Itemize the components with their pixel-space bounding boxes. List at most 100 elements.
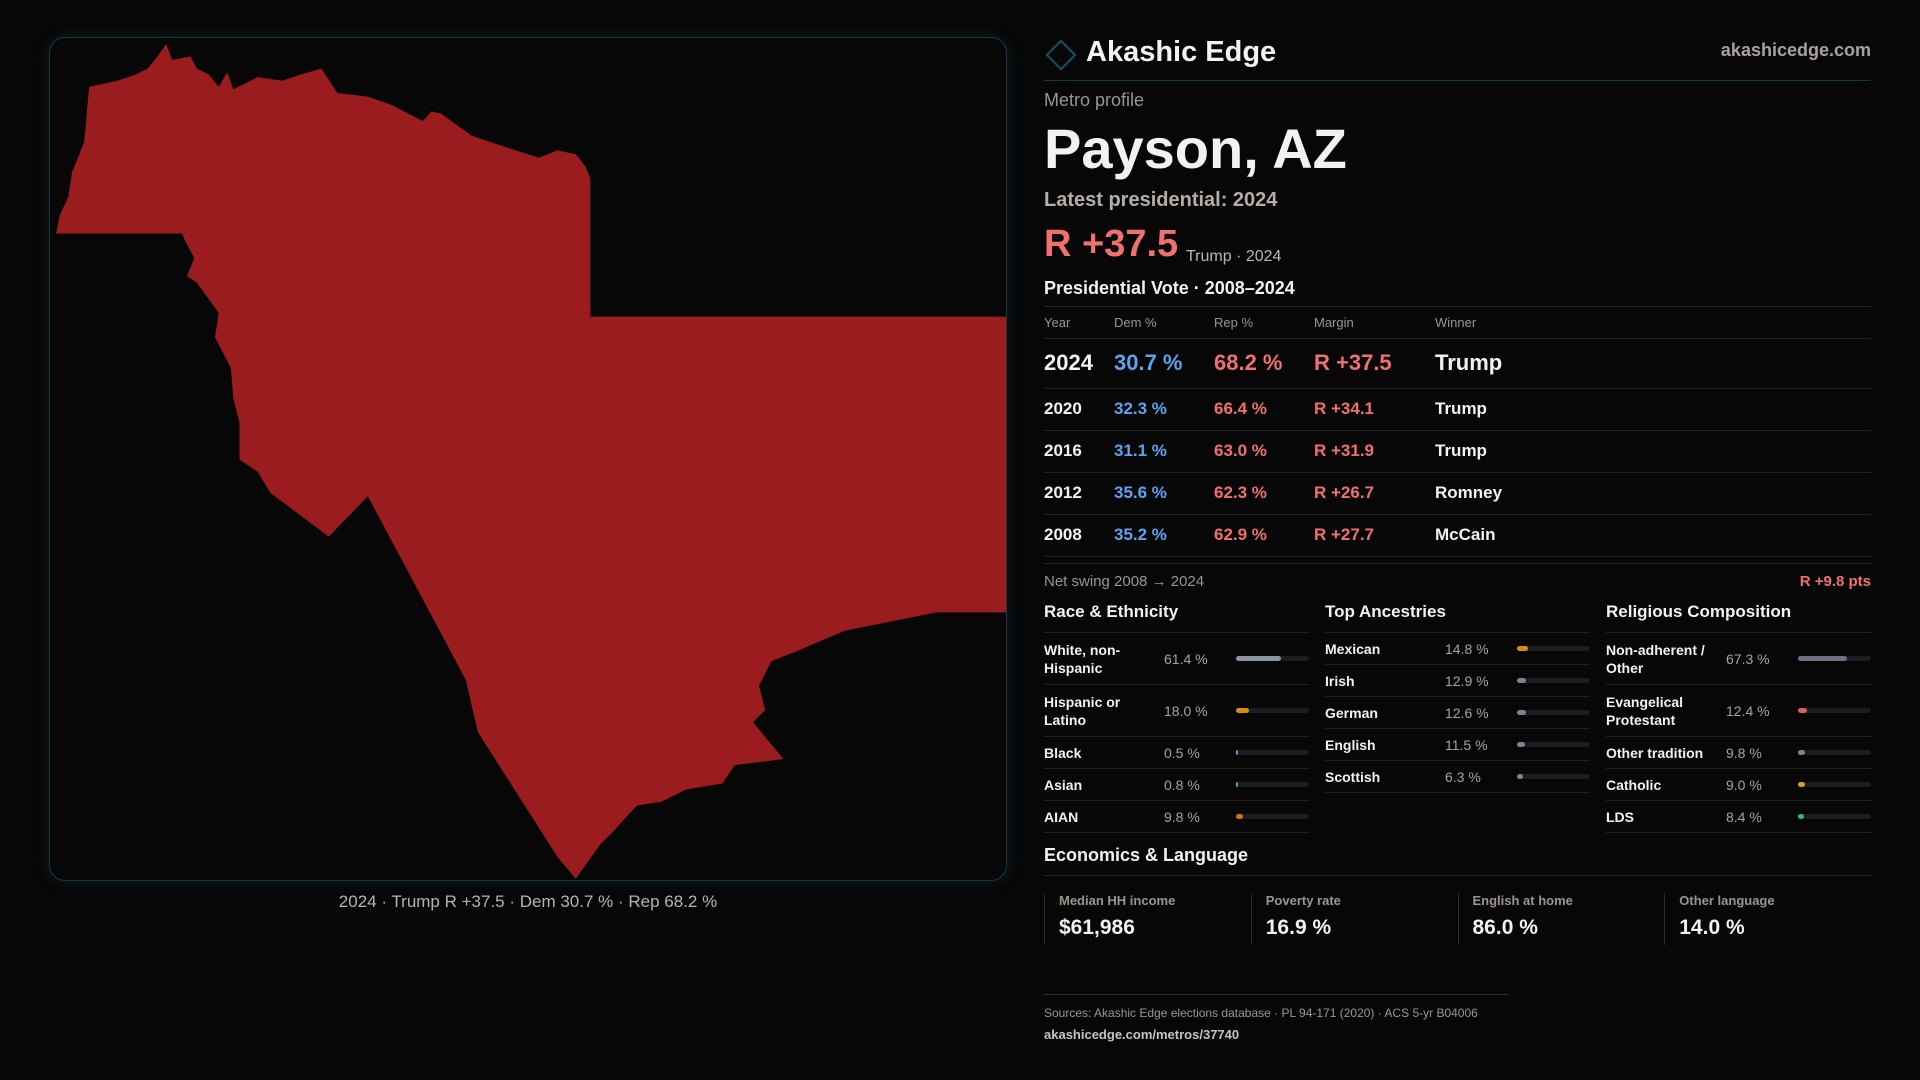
- cell-margin: R +27.7: [1314, 514, 1435, 557]
- stat-bar-fill: [1798, 782, 1805, 787]
- stat-row: Non-adherent / Other 67.3 %: [1606, 633, 1871, 685]
- site-link[interactable]: akashicedge.com: [1720, 40, 1871, 60]
- col-header: Winner: [1435, 307, 1871, 339]
- stat-row: Evangelical Protestant 12.4 %: [1606, 685, 1871, 737]
- cell-dem: 32.3 %: [1114, 388, 1214, 431]
- stat-row: White, non-Hispanic 61.4 %: [1044, 633, 1309, 685]
- page-title: Payson, AZ: [1044, 117, 1347, 180]
- metro-map[interactable]: [49, 37, 1007, 881]
- stat-label: German: [1325, 704, 1378, 721]
- vote-row: 2024 30.7 % 68.2 % R +37.5 Trump: [1044, 338, 1871, 389]
- economics-cards: Median HH income $61,986 Poverty rate 16.9 …: [1044, 893, 1871, 945]
- vote-table: Year Dem % Rep % Margin Winner 2024 30.7 …: [1044, 307, 1871, 557]
- stat-bar-fill: [1236, 656, 1281, 661]
- divider: [1044, 563, 1871, 564]
- footer-divider: [1044, 994, 1508, 995]
- vote-row: 2012 35.6 % 62.3 % R +26.7 Romney: [1044, 472, 1871, 515]
- stat-card: English at home 86.0 %: [1457, 893, 1665, 945]
- stat-label: Evangelical Protestant: [1606, 693, 1684, 728]
- cell-margin: R +34.1: [1314, 388, 1435, 431]
- stat-bar-fill: [1517, 742, 1526, 747]
- stat-label: English: [1325, 736, 1376, 753]
- stat-label: Catholic: [1606, 776, 1662, 793]
- map-caption: 2024 · Trump R +37.5 · Dem 30.7 % · Rep …: [338, 892, 718, 911]
- stat-bar: [1517, 710, 1590, 715]
- economics-heading: Economics & Language: [1044, 845, 1249, 865]
- stat-label: Other tradition: [1606, 744, 1704, 761]
- stat-bar: [1236, 708, 1309, 713]
- cell-winner: McCain: [1435, 514, 1871, 557]
- cell-dem: 30.7 %: [1114, 338, 1214, 389]
- cell-rep: 63.0 %: [1214, 430, 1314, 473]
- eyebrow: Metro profile: [1044, 90, 1145, 110]
- stat-bar-fill: [1798, 814, 1805, 819]
- stat-bar-fill: [1236, 782, 1238, 787]
- section-heading: Top Ancestries: [1325, 602, 1590, 633]
- stat-value: 61.4 %: [1164, 650, 1208, 667]
- permalink[interactable]: akashicedge.com/metros/37740: [1044, 1027, 1240, 1042]
- card-value: 16.9 %: [1265, 916, 1332, 939]
- stat-label: Asian: [1044, 776, 1083, 793]
- col-header: Margin: [1314, 307, 1435, 339]
- net-swing-label: Net swing 2008 → 2024: [1044, 573, 1205, 590]
- stat-bar: [1798, 750, 1871, 755]
- stat-bar-fill: [1798, 708, 1808, 713]
- section-heading: Religious Composition: [1606, 602, 1871, 633]
- cell-dem: 31.1 %: [1114, 430, 1214, 473]
- stat-bar: [1798, 708, 1871, 713]
- cell-year: 2012: [1044, 472, 1114, 515]
- cell-rep: 68.2 %: [1214, 338, 1314, 389]
- stat-row: Hispanic or Latino 18.0 %: [1044, 685, 1309, 737]
- stat-label: AIAN: [1044, 808, 1079, 825]
- stat-bar: [1236, 814, 1309, 819]
- stat-bar: [1798, 656, 1871, 661]
- headline-margin: R +37.5: [1044, 223, 1179, 265]
- cell-year: 2024: [1044, 338, 1114, 389]
- stat-card: Poverty rate 16.9 %: [1250, 893, 1458, 945]
- cell-dem: 35.6 %: [1114, 472, 1214, 515]
- section-heading: Race & Ethnicity: [1044, 602, 1309, 633]
- cell-year: 2016: [1044, 430, 1114, 473]
- latest-label: Latest presidential: 2024: [1044, 189, 1278, 211]
- brand-logo[interactable]: Akashic Edge: [1044, 36, 1277, 71]
- stat-row: Asian 0.8 %: [1044, 769, 1309, 801]
- stat-row: Scottish 6.3 %: [1325, 761, 1590, 793]
- divider: [1044, 306, 1871, 307]
- stat-value: 9.8 %: [1726, 744, 1762, 761]
- votes-heading: Presidential Vote · 2008–2024: [1044, 278, 1295, 298]
- stat-bar: [1798, 814, 1871, 819]
- metro-boundary-shape[interactable]: [56, 44, 1006, 879]
- stat-label: Irish: [1325, 672, 1355, 689]
- stat-bar: [1517, 742, 1590, 747]
- stat-card: Other language 14.0 %: [1664, 893, 1871, 945]
- cell-margin: R +37.5: [1314, 338, 1435, 389]
- cell-rep: 66.4 %: [1214, 388, 1314, 431]
- stat-value: 9.0 %: [1726, 776, 1762, 793]
- stat-bar-fill: [1517, 678, 1527, 683]
- stat-row: Mexican 14.8 %: [1325, 633, 1590, 665]
- stat-bar: [1798, 782, 1871, 787]
- cell-winner: Romney: [1435, 472, 1871, 515]
- brand-name: Akashic Edge: [1086, 36, 1277, 68]
- col-header: Year: [1044, 307, 1114, 339]
- stat-value: 12.6 %: [1445, 704, 1489, 721]
- diamond-logo-icon: [1045, 38, 1077, 71]
- card-label: Poverty rate: [1265, 893, 1341, 908]
- card-value: $61,986: [1059, 916, 1135, 939]
- headline-margin-sub: Trump · 2024: [1186, 248, 1282, 265]
- stat-value: 18.0 %: [1164, 702, 1208, 719]
- header-divider: [1044, 80, 1871, 81]
- stat-card: Median HH income $61,986: [1044, 893, 1251, 945]
- cell-winner: Trump: [1435, 430, 1871, 473]
- cell-winner: Trump: [1435, 388, 1871, 431]
- stat-label: Non-adherent / Other: [1606, 641, 1705, 676]
- vote-row: 2016 31.1 % 63.0 % R +31.9 Trump: [1044, 430, 1871, 473]
- stat-bar: [1236, 750, 1309, 755]
- cell-rep: 62.9 %: [1214, 514, 1314, 557]
- stat-bar-fill: [1236, 750, 1238, 755]
- net-swing-value: R +9.8 pts: [1799, 573, 1871, 590]
- stat-value: 14.8 %: [1445, 640, 1489, 657]
- stat-value: 8.4 %: [1726, 808, 1762, 825]
- stat-row: English 11.5 %: [1325, 729, 1590, 761]
- col-header: Dem %: [1114, 307, 1214, 339]
